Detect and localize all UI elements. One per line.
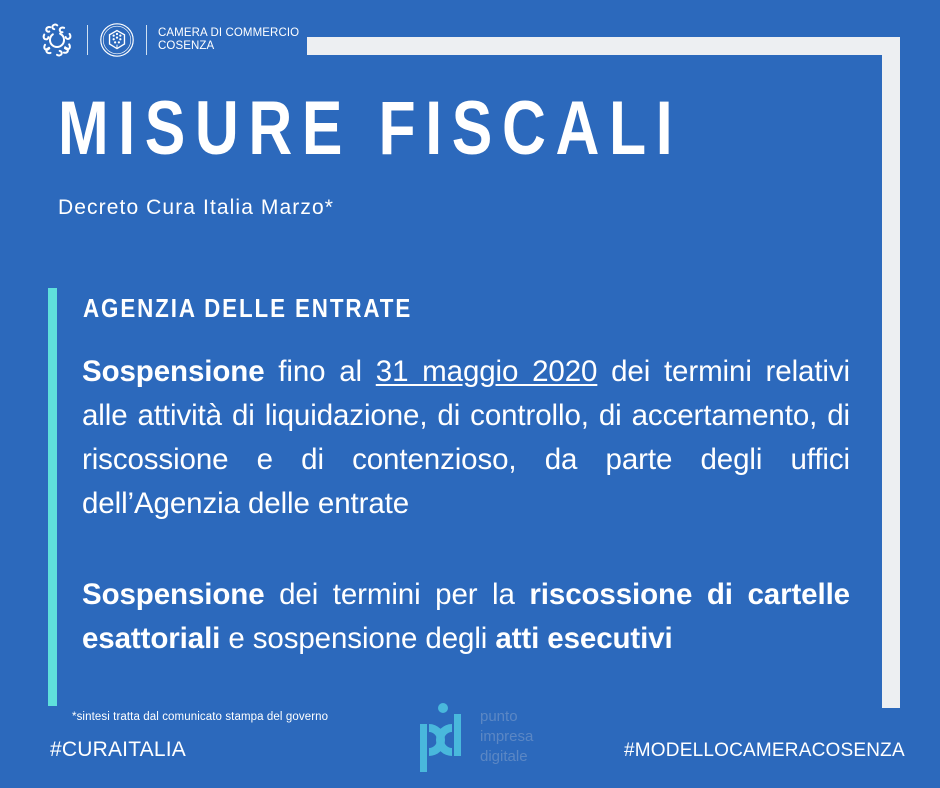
paragraph-2-mid-text-2: e sospensione degli: [220, 622, 496, 655]
paragraph-2-mid-text: dei termini per la: [264, 578, 530, 611]
paragraph-2-lead-bold: Sospensione: [82, 578, 265, 611]
paragraph-sospensione-cartelle: Sospensione dei termini per la riscossio…: [82, 573, 850, 661]
camera-commercio-seal-logo-icon: [99, 22, 135, 58]
header-divider-1: [87, 25, 88, 55]
paragraph-2-bold-riscossione: riscossione di cartelle esattoriali: [82, 578, 850, 655]
camera-commercio-knot-logo-icon: [38, 21, 76, 59]
page-title: MISURE FISCALI: [58, 86, 683, 171]
section-accent-bar: [48, 288, 57, 706]
header-logo-bar: CAMERA DI COMMERCIO COSENZA: [38, 18, 299, 62]
pid-wordmark: punto impresa digitale: [480, 708, 534, 765]
organization-name: CAMERA DI COMMERCIO COSENZA: [158, 26, 300, 53]
paragraph-1-text-before: fino al: [264, 355, 376, 388]
footnote-text: *sintesi tratta dal comunicato stampa de…: [72, 711, 329, 723]
hashtag-modellocameracosenza: #MODELLOCAMERACOSENZA: [624, 740, 905, 761]
section-heading: AGENZIA DELLE ENTRATE: [83, 293, 413, 323]
paragraph-1-text-after: dei termini relativi alle attività di li…: [82, 355, 850, 520]
paragraph-2-bold-atti: atti esecutivi: [495, 622, 673, 655]
pid-monogram-icon: [416, 698, 470, 776]
page-subtitle: Decreto Cura Italia Marzo*: [58, 196, 335, 219]
hashtag-curaitalia: #CURAITALIA: [50, 738, 187, 761]
paragraph-sospensione-termini: Sospensione fino al 31 maggio 2020 dei t…: [82, 350, 850, 526]
paragraph-1-underlined-date: 31 maggio 2020: [375, 355, 598, 388]
header-divider-2: [146, 25, 147, 55]
paragraph-1-lead-bold: Sospensione: [82, 355, 265, 388]
punto-impresa-digitale-logo: punto impresa digitale: [416, 698, 533, 776]
frame-right-border: [882, 37, 900, 708]
frame-top-border: [307, 37, 900, 55]
